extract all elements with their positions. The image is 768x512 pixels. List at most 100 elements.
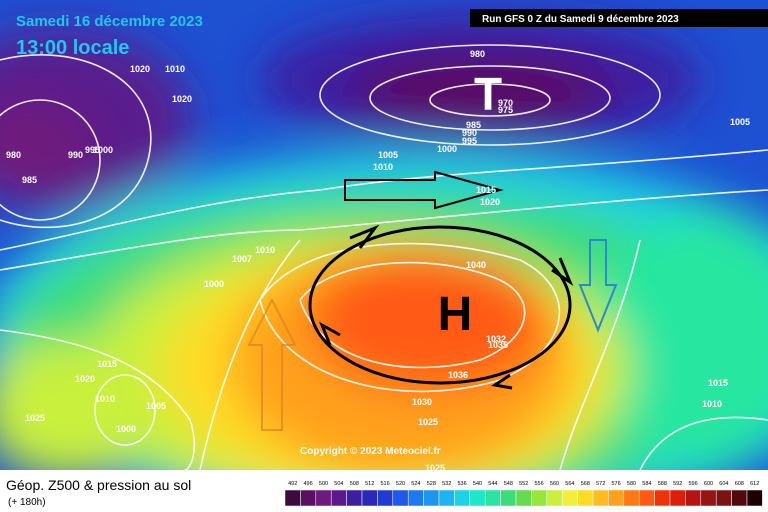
isobar-label: 1040 bbox=[466, 260, 486, 270]
isobar-label: 1010 bbox=[255, 245, 275, 255]
colorbar-label: 612 bbox=[750, 481, 759, 487]
colorbar-label: 548 bbox=[504, 481, 513, 487]
colorbar-label: 604 bbox=[719, 481, 728, 487]
colorbar-label: 528 bbox=[427, 481, 436, 487]
colorbar-swatch bbox=[685, 489, 702, 507]
isobar-label: 990 bbox=[462, 128, 477, 138]
colorbar-label: 532 bbox=[442, 481, 451, 487]
isobar-label: 1005 bbox=[378, 150, 398, 160]
isobar-label: 1010 bbox=[373, 162, 393, 172]
isobar-label: 1000 bbox=[93, 145, 113, 155]
colorbar-label: 564 bbox=[565, 481, 574, 487]
colorbar-label: 492 bbox=[288, 481, 297, 487]
colorbar-swatch bbox=[315, 489, 332, 507]
isobar-label: 1010 bbox=[95, 394, 115, 404]
isobar-label: 1010 bbox=[165, 64, 185, 74]
colorbar-swatch bbox=[454, 489, 471, 507]
colorbar-swatch bbox=[392, 489, 409, 507]
isobar-label: 980 bbox=[6, 150, 21, 160]
colorbar-label: 588 bbox=[658, 481, 667, 487]
isobar-label: 1015 bbox=[97, 359, 117, 369]
colorbar-label: 512 bbox=[365, 481, 374, 487]
date: Samedi 16 décembre 2023 bbox=[16, 13, 203, 30]
colorbar-swatch bbox=[561, 489, 578, 507]
isobar-label: 1035 bbox=[488, 340, 508, 350]
colorbar-label: 544 bbox=[488, 481, 497, 487]
colorbar-label: 496 bbox=[304, 481, 313, 487]
isobars bbox=[0, 44, 768, 470]
colorbar-label: 520 bbox=[396, 481, 405, 487]
isobar-label: 970 bbox=[498, 98, 513, 108]
colorbar-label: 568 bbox=[581, 481, 590, 487]
colorbar-label: 508 bbox=[350, 481, 359, 487]
isobar-label: 1020 bbox=[130, 64, 150, 74]
colorbar-swatch bbox=[423, 489, 440, 507]
isobar-label: 980 bbox=[470, 49, 485, 59]
colorbar-swatch bbox=[654, 489, 671, 507]
high-symbol: H bbox=[438, 288, 473, 341]
colorbar-swatch bbox=[438, 489, 455, 507]
colorbar-label: 524 bbox=[411, 481, 420, 487]
colorbar-swatch bbox=[546, 489, 563, 507]
colorbar-swatch bbox=[700, 489, 717, 507]
isobar-label: 1015 bbox=[708, 378, 728, 388]
isobar-label: 1000 bbox=[204, 279, 224, 289]
colorbar-swatch bbox=[746, 489, 763, 507]
colorbar-label: 572 bbox=[596, 481, 605, 487]
colorbar-swatch bbox=[731, 489, 748, 507]
isobar-label: 985 bbox=[466, 120, 481, 130]
colorbar-label: 600 bbox=[704, 481, 713, 487]
colorbar-label: 500 bbox=[319, 481, 328, 487]
time: 13:00 locale bbox=[16, 37, 129, 59]
colorbar-swatch bbox=[284, 489, 301, 507]
colorbar-swatch bbox=[377, 489, 394, 507]
isobar-label: 1000 bbox=[437, 144, 457, 154]
isobar-label: 1020 bbox=[480, 197, 500, 207]
run-box bbox=[470, 9, 768, 27]
colorbar-swatch bbox=[608, 489, 625, 507]
isobar-label: 1020 bbox=[75, 374, 95, 384]
colorbar-label: 608 bbox=[735, 481, 744, 487]
colorbar-swatch bbox=[531, 489, 548, 507]
isobar-label: 1032 bbox=[486, 334, 506, 344]
colorbar-swatch bbox=[484, 489, 501, 507]
annotations bbox=[247, 170, 618, 431]
colorbar-swatch bbox=[623, 489, 640, 507]
colorbar-swatch bbox=[500, 489, 517, 507]
colorbar-swatch bbox=[592, 489, 609, 507]
colorbar-swatch bbox=[300, 489, 317, 507]
colorbar-label: 592 bbox=[673, 481, 682, 487]
colorbar-label: 516 bbox=[381, 481, 390, 487]
colorbar-swatch bbox=[361, 489, 378, 507]
isobar-label: 975 bbox=[498, 105, 513, 115]
copyright: Copyright © 2023 Meteociel.fr bbox=[300, 446, 441, 457]
colorbar-swatch bbox=[715, 489, 732, 507]
isobar-label: 995 bbox=[85, 145, 100, 155]
isobar-label: 1030 bbox=[412, 397, 432, 407]
colorbar-swatch bbox=[346, 489, 363, 507]
run: Run GFS 0 Z du Samedi 9 décembre 2023 bbox=[482, 14, 679, 25]
isobar-label: 985 bbox=[22, 175, 37, 185]
colorbar-swatch bbox=[469, 489, 486, 507]
isobar-label: 1025 bbox=[425, 463, 445, 473]
isobar-label: 1015 bbox=[476, 185, 496, 195]
colorbar-swatch bbox=[577, 489, 594, 507]
low-symbol: T bbox=[474, 68, 502, 120]
colorbar-label: 560 bbox=[550, 481, 559, 487]
colorbar-label: 584 bbox=[642, 481, 651, 487]
isobar-label: 1005 bbox=[146, 401, 166, 411]
colorbar-label: 552 bbox=[519, 481, 528, 487]
colorbar-label: 596 bbox=[689, 481, 698, 487]
isobar-label: 1010 bbox=[702, 399, 722, 409]
footer-title: Géop. Z500 & pression au sol bbox=[6, 477, 191, 493]
isobar-label: 1005 bbox=[730, 117, 750, 127]
lead-time: (+ 180h) bbox=[8, 497, 46, 508]
colorbar-swatch bbox=[515, 489, 532, 507]
isobar-label: 995 bbox=[462, 136, 477, 146]
isobar-label: 1025 bbox=[418, 417, 438, 427]
colorbar-label: 580 bbox=[627, 481, 636, 487]
isobar-label: 1007 bbox=[232, 254, 252, 264]
